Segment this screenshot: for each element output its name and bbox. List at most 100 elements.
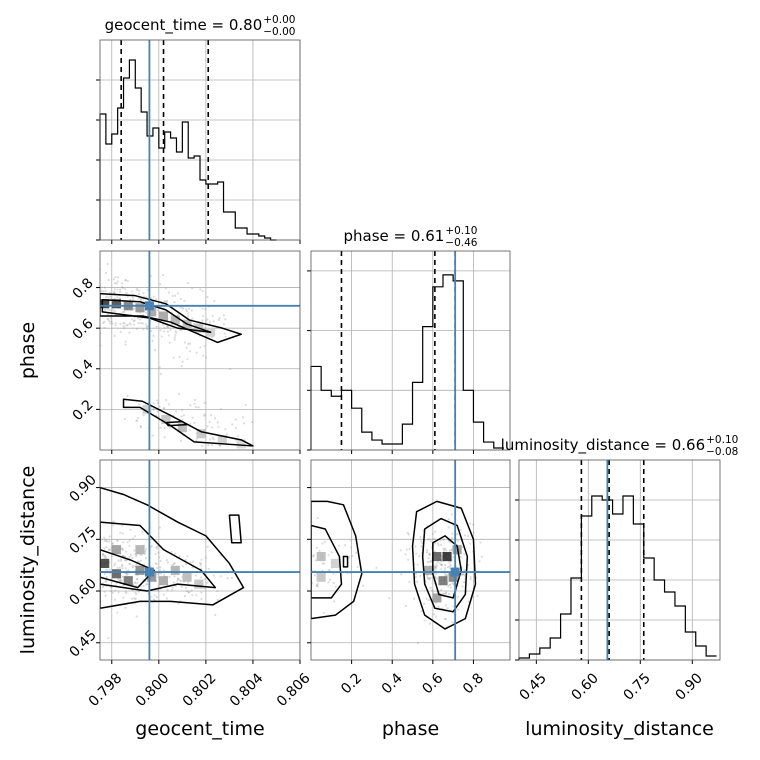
sample-point	[427, 553, 431, 556]
sample-point	[107, 308, 110, 311]
sample-point	[208, 320, 211, 323]
sample-point	[229, 367, 232, 371]
xtick-label-geocent_time: 0.802	[180, 670, 220, 710]
sample-point	[156, 399, 159, 402]
sample-point	[214, 613, 217, 616]
sample-point	[314, 559, 317, 562]
sample-point	[400, 573, 403, 576]
sample-point	[117, 591, 120, 594]
sample-point	[136, 581, 139, 584]
sample-point	[92, 312, 94, 314]
sample-point	[444, 572, 447, 575]
sample-point	[447, 585, 450, 588]
sample-point	[107, 296, 110, 299]
sample-point	[120, 282, 124, 285]
sample-point	[181, 360, 184, 363]
contour-0	[311, 500, 363, 620]
sample-point	[437, 605, 440, 608]
sample-point	[469, 522, 472, 525]
sample-point	[332, 600, 336, 603]
sample-point	[449, 563, 453, 566]
sample-point	[187, 342, 190, 345]
sample-point	[146, 583, 149, 586]
sample-point	[159, 566, 162, 569]
sample-point	[111, 555, 114, 558]
sample-point	[226, 577, 229, 580]
sample-point	[178, 355, 181, 359]
sample-point	[64, 546, 66, 548]
sample-point	[186, 281, 189, 285]
panel-geocent_time-vs-phase	[92, 250, 301, 454]
truth-marker	[144, 567, 154, 577]
sample-point	[201, 307, 204, 310]
sample-point	[149, 274, 153, 278]
sample-point	[122, 322, 125, 325]
sample-point	[418, 555, 421, 558]
sample-point	[111, 591, 114, 594]
sample-point	[103, 572, 107, 575]
sample-point	[144, 556, 148, 560]
sample-point	[124, 288, 127, 291]
density-cell	[158, 576, 169, 586]
sample-point	[209, 414, 213, 417]
sample-point	[136, 289, 139, 292]
sample-point	[138, 318, 142, 321]
sample-point	[165, 299, 168, 303]
sample-point	[451, 621, 454, 624]
sample-point	[146, 325, 149, 328]
sample-point	[193, 398, 197, 402]
sample-point	[120, 285, 124, 289]
sample-point	[195, 594, 198, 597]
sample-point	[134, 591, 137, 594]
sample-point	[83, 571, 85, 573]
sample-point	[126, 323, 129, 326]
sample-point	[404, 553, 407, 556]
sample-point	[113, 310, 117, 313]
sample-point	[201, 319, 204, 322]
sample-point	[118, 297, 122, 300]
sample-point	[442, 592, 445, 595]
sample-point	[193, 421, 196, 424]
sample-point	[351, 554, 354, 557]
sample-point	[312, 555, 315, 558]
sample-point	[116, 566, 119, 570]
sample-point	[103, 539, 107, 542]
density-cell	[182, 572, 192, 582]
sample-point	[206, 425, 209, 428]
sample-point	[167, 291, 171, 294]
sample-point	[184, 558, 187, 561]
sample-point	[104, 295, 108, 299]
sample-point	[456, 539, 459, 542]
sample-point	[480, 555, 484, 558]
sample-point	[420, 610, 423, 613]
sample-point	[124, 567, 127, 570]
panel-geocent_time-vs-luminosity_distance	[64, 459, 301, 664]
contour-3	[421, 517, 469, 613]
sample-point	[449, 583, 452, 586]
sample-point	[175, 410, 178, 413]
density-cell	[432, 593, 442, 603]
sample-point	[334, 585, 337, 588]
sample-point	[448, 567, 452, 570]
sample-point	[199, 561, 202, 565]
sample-point	[162, 569, 165, 572]
sample-point	[191, 287, 194, 290]
density-cell	[161, 415, 171, 425]
contour-3	[165, 420, 188, 427]
sample-point	[350, 546, 353, 549]
sample-point	[450, 513, 453, 516]
sample-point	[206, 581, 209, 584]
sample-point	[112, 520, 115, 523]
sample-point	[463, 553, 466, 556]
sample-point	[447, 526, 450, 529]
xtick-label-luminosity_distance: 0.90	[673, 670, 706, 703]
sample-point	[433, 537, 436, 541]
sample-point	[132, 323, 136, 326]
sample-point	[139, 425, 142, 428]
sample-point	[195, 439, 198, 442]
sample-point	[92, 312, 94, 314]
title-minus-phase: −0.46	[445, 237, 477, 249]
sample-point	[200, 558, 203, 561]
sample-point	[172, 356, 175, 359]
sample-point	[118, 580, 122, 583]
